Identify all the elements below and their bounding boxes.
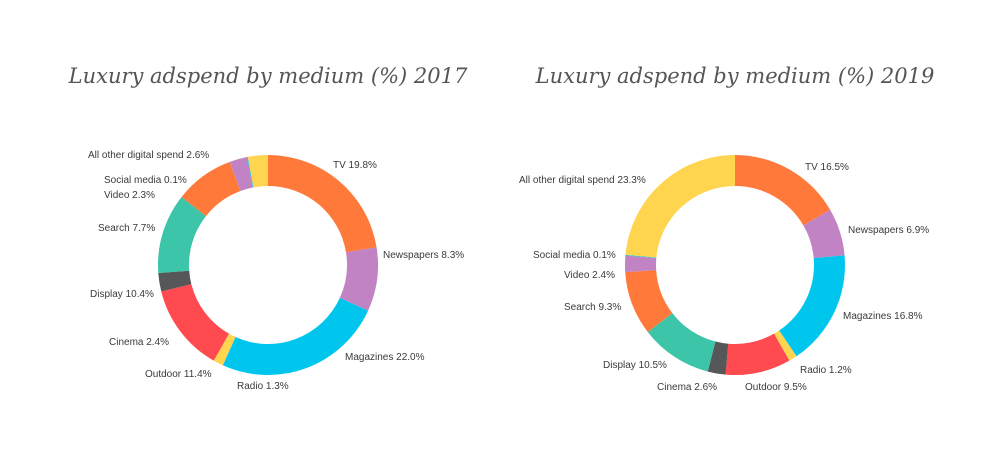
slice-label-search: Search 9.3% [564,302,621,313]
slice-label-radio: Radio 1.2% [800,365,852,376]
slice-label-cinema: Cinema 2.4% [109,337,169,348]
donut-chart-2019: TV 16.5% Newspapers 6.9% Magazines 16.8% Ra… [519,154,929,393]
slice-label-outdoor: Outdoor 11.4% [145,369,212,380]
slice-social-media [246,156,254,188]
slice-label-magazines: Magazines 16.8% [843,311,923,322]
slice-tv [268,155,377,253]
slice-label-all-other-digital-spend: All other digital spend 23.3% [519,175,646,186]
slice-social-media [625,254,657,259]
slice-label-outdoor: Outdoor 9.5% [745,382,807,393]
slice-search [181,161,241,217]
slice-label-display: Display 10.5% [603,360,667,371]
slice-magazines [779,255,845,357]
slice-label-magazines: Magazines 22.0% [345,352,425,363]
slice-all-other-digital-spend [247,155,268,188]
slice-label-tv: TV 16.5% [805,162,849,173]
slice-cinema [707,341,729,375]
slice-radio [213,333,236,366]
slice-outdoor [161,284,230,361]
slice-newspapers [803,209,845,259]
slice-label-newspapers: Newspapers 6.9% [848,225,929,236]
slice-label-video: Video 2.4% [564,270,615,281]
donut-chart-2017: TV 19.8% Newspapers 8.3% Magazines 22.0% Ra… [88,150,464,392]
slice-cinema [158,270,192,292]
slice-label-video: Video 2.3% [104,190,155,201]
slice-label-search: Search 7.7% [98,223,155,234]
slice-display [647,313,716,372]
slice-label-cinema: Cinema 2.6% [657,382,717,393]
slice-outdoor [725,333,790,375]
slice-label-all-other-digital-spend: All other digital spend 2.6% [88,150,209,161]
slice-display [158,196,206,274]
slice-label-social-media: Social media 0.1% [533,250,616,261]
slice-all-other-digital-spend [625,154,735,258]
slice-radio [774,330,797,361]
chart-title-2019: Luxury adspend by medium (%) 2019 [535,64,935,88]
chart-title-2017: Luxury adspend by medium (%) 2017 [68,64,468,88]
slice-magazines [222,297,369,375]
slice-newspapers [339,247,379,311]
slice-label-tv: TV 19.8% [333,160,377,171]
slice-tv [735,155,831,226]
slice-search [625,270,673,332]
slice-video [624,255,657,273]
slice-label-social-media: Social media 0.1% [104,175,187,186]
slice-label-newspapers: Newspapers 8.3% [383,250,464,261]
slice-label-radio: Radio 1.3% [237,381,289,392]
slice-label-display: Display 10.4% [90,289,154,300]
slice-video [229,157,253,191]
